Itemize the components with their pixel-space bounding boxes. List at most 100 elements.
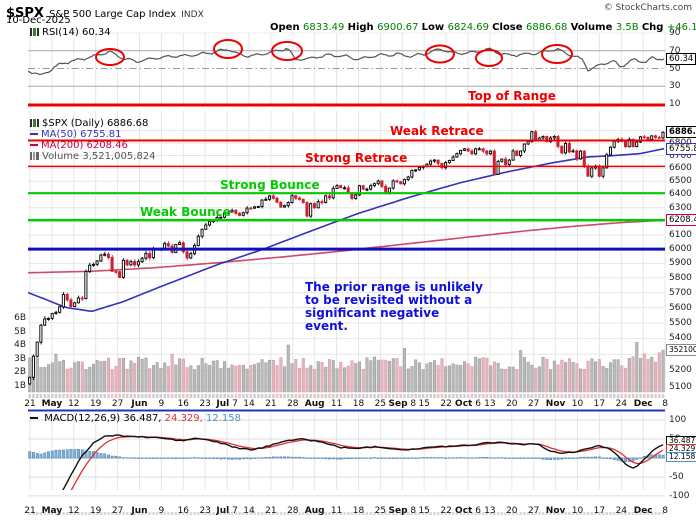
price-axis-label: 6300 (669, 202, 692, 213)
date-tick: Oct 6 (455, 399, 481, 409)
legend-text: MA(50) 6755.81 (41, 129, 122, 140)
date-tick: 8 (662, 399, 668, 409)
price-axis-label: 5100 (669, 381, 692, 392)
date-tick: 16 (177, 506, 190, 516)
date-tick: Sep 8 (388, 506, 417, 516)
rsi-axis-label: 10 (669, 99, 681, 109)
date-tick: 22 (440, 399, 452, 409)
exchange: INDX (181, 10, 204, 20)
date-tick: 15 (418, 506, 430, 516)
date-tick: 21 (24, 399, 36, 409)
dash-icon (30, 133, 38, 135)
price-axis-label: 6000 (669, 244, 692, 255)
date-tick: Dec (633, 506, 653, 516)
quote-label: Open (270, 22, 304, 33)
credit: © StockCharts.com (603, 3, 692, 13)
price-value-box: 3521005824 (666, 344, 696, 356)
macd-legend-part: MACD(12,26,9) 36.487, (44, 413, 162, 424)
date-tick: 23 (199, 399, 211, 409)
main-legend-row: Volume 3,521,005,824 (30, 151, 156, 162)
quote-value: 6833.49 (303, 22, 348, 33)
date-tick: 14 (243, 506, 255, 516)
date-tick: 21 (24, 506, 36, 516)
quote-label: High (347, 22, 378, 33)
date-tick: May (41, 506, 63, 516)
rsi-legend-label: RSI(14) 60.34 (42, 27, 111, 38)
price-axis-label: 5500 (669, 317, 692, 328)
quote-value: +46.17 (+0.67%) (666, 22, 696, 33)
price-axis-label: 6500 (669, 176, 692, 187)
index-name: S&P 500 Large Cap Index (49, 9, 177, 20)
symbol: $SPX (6, 6, 44, 21)
dash-icon (30, 144, 38, 146)
date-tick: 9 (158, 399, 165, 409)
annotation-weak-retrace: Weak Retrace (390, 124, 484, 138)
date-tick: 13 (484, 506, 496, 516)
price-axis-label: 5200 (669, 365, 692, 376)
volume-axis-label: 3B (14, 353, 26, 364)
price-axis-label: 6400 (669, 189, 692, 200)
rsi-axis-label: 50 (669, 63, 681, 74)
date-tick: Jun (131, 506, 148, 516)
quote-label: Chg (641, 22, 667, 33)
header-title: $SPX S&P 500 Large Cap Index INDX (6, 2, 204, 21)
legend-text: $SPX (Daily) 6886.68 (42, 118, 149, 129)
date-tick: 18 (352, 399, 365, 409)
date-tick: 9 (158, 506, 165, 516)
date-tick: 28 (287, 506, 299, 516)
main-legend-row: MA(50) 6755.81 (30, 129, 122, 140)
price-axis-label: 5400 (669, 333, 692, 344)
rsi-axis-label: 70 (669, 45, 681, 56)
price-axis-label: 5600 (669, 302, 692, 313)
date-tick: 27 (527, 399, 540, 409)
date-tick: 10 (571, 399, 584, 409)
date-tick: 17 (593, 399, 606, 409)
price-axis-label: 6700 (669, 150, 692, 161)
date-tick: Aug (304, 506, 325, 516)
date-tick: 19 (89, 506, 102, 516)
date-tick: Nov (545, 506, 566, 516)
macd-axis-label: -100 (669, 490, 690, 501)
date-tick: 13 (484, 399, 496, 409)
rsi-value-box: 60.34 (666, 53, 696, 66)
date-tick: Oct 6 (455, 506, 481, 516)
note-line: to be revisited without a (305, 293, 473, 307)
volume-axis-label: 6B (14, 313, 26, 323)
annotation-weak-bounce: Weak Bounce (140, 205, 231, 219)
date-tick: 28 (287, 399, 299, 409)
date-tick: Nov (545, 399, 566, 409)
price-axis-label: 5900 (669, 258, 692, 269)
date-tick: 25 (374, 399, 387, 409)
quote-label: Volume (570, 22, 616, 33)
quote-value: 6886.68 (526, 22, 571, 33)
date-tick: 19 (89, 399, 102, 409)
date-tick: 11 (330, 399, 343, 409)
volume-axis-label: 2B (14, 367, 26, 377)
date-tick: 27 (111, 399, 124, 409)
candle-icon (30, 119, 39, 127)
price-value-box: 6208.45 (666, 214, 696, 227)
price-axis-label: 6600 (669, 163, 692, 174)
main-legend-row: MA(200) 6208.46 (30, 140, 128, 151)
date-tick: 12 (68, 399, 80, 409)
volume-axis-label: 5B (14, 326, 26, 337)
rsi-axis-label: 30 (669, 81, 681, 92)
date-tick: Aug (304, 399, 325, 409)
quote-value: 6900.67 (377, 22, 422, 33)
date-tick: 11 (330, 506, 343, 516)
main-legend-row: $SPX (Daily) 6886.68 (30, 118, 148, 129)
note-line: significant negative (305, 306, 440, 320)
note-annotation: The prior range is unlikely to be revisit… (305, 281, 483, 333)
date-tick: 12 (68, 506, 80, 516)
date-tick: 23 (199, 506, 211, 516)
volume-axis-label: 1B (14, 380, 26, 391)
date-tick: 10 (571, 506, 584, 516)
price-axis-label: 6100 (669, 230, 692, 241)
date-tick: 14 (243, 399, 255, 409)
quote-label: Close (492, 22, 527, 33)
date-tick: Jul 7 (216, 506, 238, 516)
macd-legend-part: 24.329, (161, 413, 203, 424)
date-tick: 18 (352, 506, 365, 516)
